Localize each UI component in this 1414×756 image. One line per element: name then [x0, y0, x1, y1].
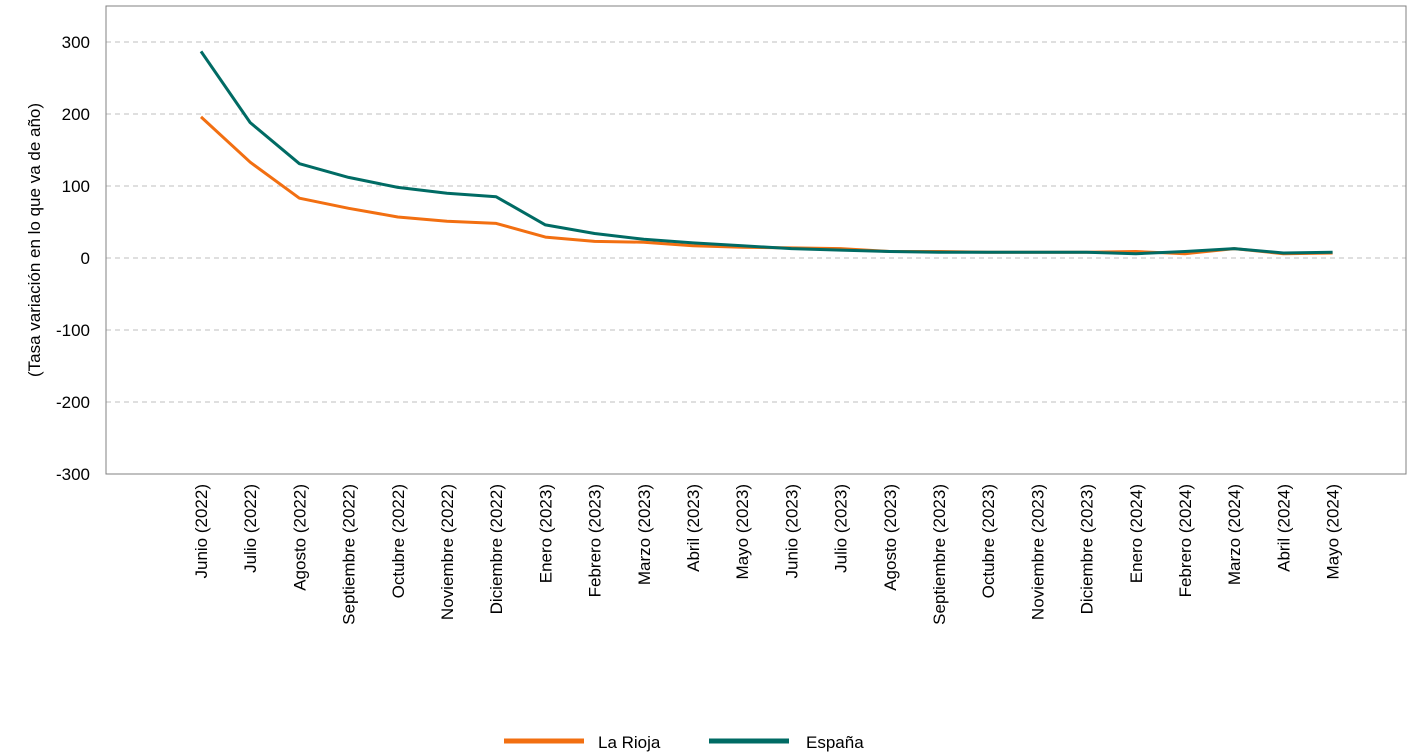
series-lines: [199, 50, 1333, 256]
x-tick-label: Junio (2022): [192, 484, 211, 579]
x-tick-label: Agosto (2023): [881, 484, 900, 591]
series-line-0: [199, 115, 1333, 256]
y-tick-label: 0: [81, 249, 90, 268]
y-tick-label: 200: [62, 105, 90, 124]
x-tick-label: Abril (2024): [1274, 484, 1293, 572]
x-tick-label: Mayo (2023): [733, 484, 752, 579]
y-tick-label: -100: [56, 321, 90, 340]
x-tick-label: Mayo (2024): [1324, 484, 1343, 579]
x-tick-label: Octubre (2023): [979, 484, 998, 598]
x-tick-label: Abril (2023): [684, 484, 703, 572]
legend-label: La Rioja: [598, 733, 661, 752]
x-tick-label: Diciembre (2022): [487, 484, 506, 614]
legend: La Rioja España: [504, 733, 864, 752]
x-tick-label: Marzo (2024): [1225, 484, 1244, 585]
x-tick-label: Julio (2023): [832, 484, 851, 573]
y-axis-title: (Tasa variación en lo que va de año): [25, 103, 44, 377]
x-tick-label: Enero (2024): [1127, 484, 1146, 583]
x-tick-label: Diciembre (2023): [1078, 484, 1097, 614]
plot-frame: [105, 5, 1407, 475]
y-tick-label: 100: [62, 177, 90, 196]
x-tick-label: Noviembre (2023): [1028, 484, 1047, 620]
x-tick-label: Septiembre (2022): [340, 484, 359, 625]
legend-label: España: [806, 733, 864, 752]
y-axis-ticks: -300 -200 -100 0 100 200 300: [56, 33, 90, 484]
y-tick-label: -300: [56, 465, 90, 484]
y-tick-label: -200: [56, 393, 90, 412]
x-tick-label: Febrero (2023): [586, 484, 605, 597]
x-axis-ticks: Junio (2022) Julio (2022) Agosto (2022) Sep…: [192, 484, 1343, 625]
series-line-1: [199, 50, 1333, 256]
grid-lines: [106, 41, 1406, 403]
x-tick-label: Febrero (2024): [1176, 484, 1195, 597]
x-tick-label: Agosto (2022): [290, 484, 309, 591]
y-tick-label: 300: [62, 33, 90, 52]
x-tick-label: Julio (2022): [241, 484, 260, 573]
x-tick-label: Septiembre (2023): [930, 484, 949, 625]
x-tick-label: Enero (2023): [536, 484, 555, 583]
x-tick-label: Junio (2023): [782, 484, 801, 579]
x-tick-label: Octubre (2022): [389, 484, 408, 598]
x-tick-label: Noviembre (2022): [438, 484, 457, 620]
x-tick-label: Marzo (2023): [635, 484, 654, 585]
